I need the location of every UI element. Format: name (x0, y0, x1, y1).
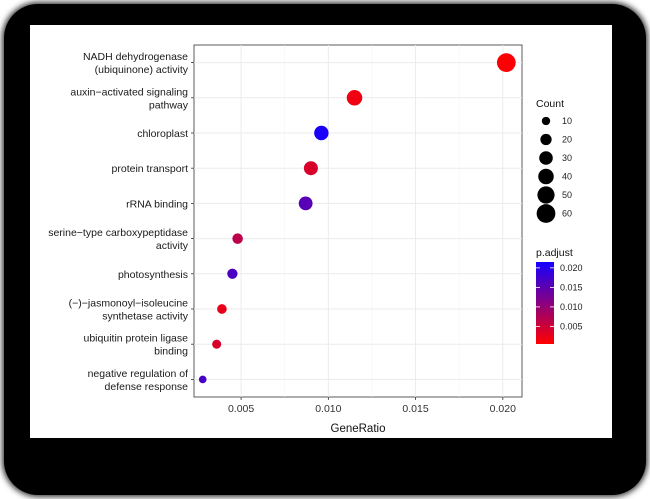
count-legend-dot (536, 204, 556, 223)
x-tick-label: 0.020 (490, 403, 516, 415)
data-point (496, 53, 516, 72)
x-tick-label: 0.010 (315, 403, 341, 415)
count-legend-dot (538, 168, 554, 185)
p-adjust-colorbar (536, 262, 554, 344)
count-legend-label: 20 (562, 135, 572, 145)
category-label: NADH dehydrogenase (ubiquinone) activity (83, 51, 189, 76)
category-label: rRNA binding (126, 198, 188, 210)
data-point (298, 196, 313, 211)
count-legend-label: 10 (562, 116, 572, 126)
colorbar-tick-label: 0.015 (560, 282, 583, 292)
grid-lines (194, 45, 522, 397)
data-point (212, 339, 222, 349)
category-label: photosynthesis (118, 269, 188, 281)
count-legend-label: 40 (562, 172, 572, 182)
data-point (227, 268, 238, 279)
category-label: protein transport (112, 163, 189, 175)
category-label: serine−type carboxypeptidase activity (48, 227, 189, 252)
count-legend-label: 60 (562, 209, 572, 219)
data-point (303, 161, 318, 176)
data-points (198, 53, 516, 384)
category-label: (−)−jasmonoyl−isoleucine synthetase activ… (69, 298, 189, 323)
colorbar-tick-label: 0.020 (560, 263, 583, 273)
count-legend-dot (540, 133, 552, 146)
category-label: ubiquitin protein ligase binding (84, 333, 189, 358)
category-label: auxin−activated signaling pathway (70, 86, 188, 111)
p-adjust-legend-title: p.adjust (536, 247, 573, 259)
data-point (314, 125, 329, 141)
colorbar-tick-label: 0.005 (560, 321, 583, 331)
count-legend: Count 10 20 30 40 50 60 (536, 98, 572, 223)
data-point (346, 90, 363, 106)
count-legend-label: 30 (562, 153, 572, 163)
category-labels: NADH dehydrogenase (ubiquinone) activity a… (48, 51, 194, 393)
x-axis-ticks: 0.005 0.010 0.015 0.020 (228, 397, 516, 415)
count-legend-dot (541, 116, 551, 126)
data-point (198, 375, 207, 384)
p-adjust-legend: p.adjust 0.005 0.010 0.015 0.020 (536, 247, 583, 344)
x-tick-label: 0.005 (228, 403, 254, 415)
count-legend-dot (539, 151, 553, 165)
x-tick-label: 0.015 (402, 403, 428, 415)
count-legend-dot (537, 186, 555, 204)
x-axis-title: GeneRatio (331, 423, 386, 435)
count-legend-label: 50 (562, 190, 572, 200)
data-point (217, 304, 227, 314)
colorbar-tick-label: 0.010 (560, 302, 583, 312)
category-label: negative regulation of defense response (88, 368, 189, 393)
data-point (232, 233, 243, 244)
category-label: chloroplast (137, 128, 188, 140)
count-legend-title: Count (536, 98, 564, 110)
